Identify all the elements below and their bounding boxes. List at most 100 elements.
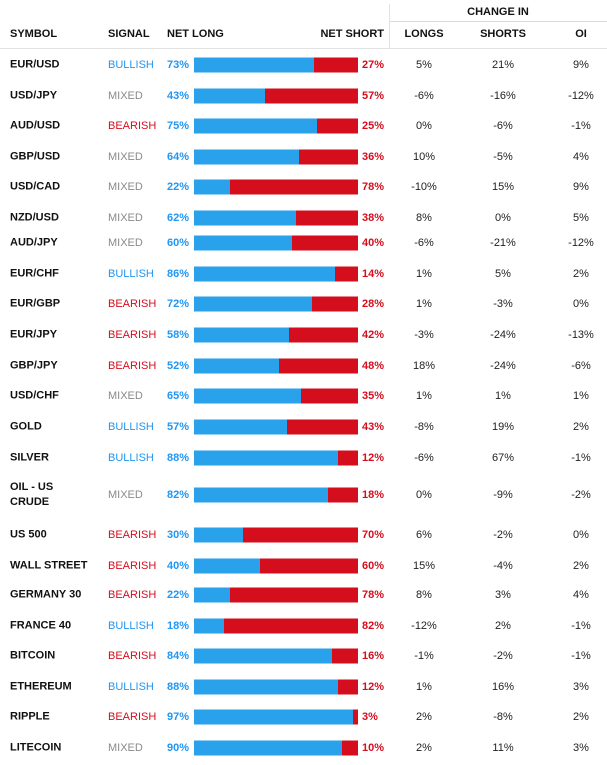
net-short-pct: 78%: [362, 181, 385, 193]
symbol-link[interactable]: GBP/USD: [10, 150, 61, 163]
symbol-link[interactable]: BITCOIN: [10, 649, 56, 662]
signal-label: BULLISH: [108, 268, 154, 280]
header-symbol[interactable]: SYMBOL: [10, 28, 58, 40]
sentiment-bar: [194, 527, 358, 543]
header-oi[interactable]: OI: [575, 28, 587, 40]
table-row[interactable]: USD/JPY MIXED 43% 57% -6% -16% -12%: [0, 81, 607, 111]
sentiment-bar: [194, 57, 358, 73]
symbol-link[interactable]: SILVER: [10, 451, 49, 464]
net-long-fill: [194, 296, 313, 312]
change-shorts: 5%: [495, 268, 511, 280]
net-long-fill: [194, 266, 336, 282]
change-oi: 2%: [573, 268, 589, 280]
table-row[interactable]: SILVER BULLISH 88% 12% -6% 67% -1%: [0, 443, 607, 473]
header-longs[interactable]: LONGS: [404, 28, 444, 40]
symbol-link[interactable]: USD/JPY: [10, 89, 58, 102]
table-row[interactable]: AUD/JPY MIXED 60% 40% -6% -21% -12%: [0, 229, 607, 257]
symbol-link[interactable]: RIPPLE: [10, 710, 50, 723]
table-row[interactable]: NZD/USD MIXED 62% 38% 8% 0% 5%: [0, 204, 607, 232]
header-shorts[interactable]: SHORTS: [480, 28, 526, 40]
signal-label: BEARISH: [108, 329, 157, 341]
symbol-link[interactable]: GBP/JPY: [10, 359, 58, 372]
sentiment-bar: [194, 179, 358, 195]
change-shorts: 1%: [495, 390, 511, 402]
table-row[interactable]: GOLD BULLISH 57% 43% -8% 19% 2%: [0, 412, 607, 442]
table-row[interactable]: GBP/USD MIXED 64% 36% 10% -5% 4%: [0, 142, 607, 172]
net-short-pct: 35%: [362, 390, 385, 402]
table-row[interactable]: EUR/CHF BULLISH 86% 14% 1% 5% 2%: [0, 259, 607, 289]
symbol-link[interactable]: USD/CHF: [10, 389, 59, 402]
net-long-pct: 43%: [167, 90, 190, 102]
change-shorts: 0%: [495, 212, 511, 224]
change-longs: 0%: [416, 489, 432, 501]
change-longs: 1%: [416, 268, 432, 280]
symbol-link[interactable]: EUR/USD: [10, 58, 60, 71]
table-row[interactable]: WALL STREET BEARISH 40% 60% 15% -4% 2%: [0, 552, 607, 580]
table-row[interactable]: USD/CAD MIXED 22% 78% -10% 15% 9%: [0, 172, 607, 202]
symbol-link[interactable]: AUD/USD: [10, 119, 61, 132]
change-longs: -6%: [414, 90, 434, 102]
change-shorts: -9%: [493, 489, 513, 501]
symbol-link[interactable]: GERMANY 30: [10, 588, 82, 601]
symbol-link[interactable]: EUR/JPY: [10, 328, 58, 341]
table-row[interactable]: EUR/USD BULLISH 73% 27% 5% 21% 9%: [0, 50, 607, 80]
table-row[interactable]: RIPPLE BEARISH 97% 3% 2% -8% 2%: [0, 702, 607, 732]
table-row[interactable]: BITCOIN BEARISH 84% 16% -1% -2% -1%: [0, 641, 607, 671]
sentiment-bar: [194, 149, 358, 165]
symbol-link[interactable]: US 500: [10, 528, 47, 541]
header-net-short[interactable]: NET SHORT: [320, 28, 384, 40]
change-oi: 9%: [573, 181, 589, 193]
table-row[interactable]: USD/CHF MIXED 65% 35% 1% 1% 1%: [0, 381, 607, 411]
symbol-link[interactable]: USD/CAD: [10, 180, 61, 193]
net-long-pct: 30%: [167, 529, 190, 541]
net-long-fill: [194, 587, 231, 603]
change-longs: 5%: [416, 59, 432, 71]
symbol-link[interactable]: EUR/CHF: [10, 267, 59, 280]
table-row[interactable]: AUD/USD BEARISH 75% 25% 0% -6% -1%: [0, 111, 607, 141]
table-row[interactable]: EUR/GBP BEARISH 72% 28% 1% -3% 0%: [0, 289, 607, 319]
signal-label: BEARISH: [108, 560, 157, 572]
change-oi: -13%: [568, 329, 594, 341]
sentiment-bar: [194, 450, 358, 466]
change-longs: 1%: [416, 298, 432, 310]
sentiment-bar: [194, 618, 358, 634]
signal-label: BEARISH: [108, 529, 157, 541]
symbol-link[interactable]: FRANCE 40: [10, 619, 72, 632]
table-row[interactable]: OIL - US CRUDE MIXED 82% 18% 0% -9% -2%: [0, 474, 607, 516]
change-longs: 1%: [416, 390, 432, 402]
table-row[interactable]: US 500 BEARISH 30% 70% 6% -2% 0%: [0, 520, 607, 550]
symbol-link[interactable]: GOLD: [10, 420, 42, 433]
net-long-fill: [194, 179, 231, 195]
symbol-link[interactable]: OIL - US CRUDE: [10, 481, 54, 508]
symbol-link[interactable]: EUR/GBP: [10, 297, 61, 310]
net-short-pct: 12%: [362, 452, 385, 464]
net-long-fill: [194, 210, 296, 226]
change-longs: -6%: [414, 237, 434, 249]
table-row[interactable]: FRANCE 40 BULLISH 18% 82% -12% 2% -1%: [0, 611, 607, 641]
net-long-pct: 97%: [167, 711, 190, 723]
table-row[interactable]: GBP/JPY BEARISH 52% 48% 18% -24% -6%: [0, 351, 607, 381]
table-row[interactable]: LITECOIN MIXED 90% 10% 2% 11% 3%: [0, 733, 607, 763]
table-row[interactable]: ETHEREUM BULLISH 88% 12% 1% 16% 3%: [0, 672, 607, 702]
table-row[interactable]: EUR/JPY BEARISH 58% 42% -3% -24% -13%: [0, 320, 607, 350]
table-row[interactable]: GERMANY 30 BEARISH 22% 78% 8% 3% 4%: [0, 581, 607, 609]
net-long-pct: 82%: [167, 489, 190, 501]
symbol-link[interactable]: LITECOIN: [10, 741, 62, 754]
signal-label: BULLISH: [108, 421, 154, 433]
change-longs: -12%: [411, 620, 437, 632]
net-long-pct: 72%: [167, 298, 190, 310]
header-net-long[interactable]: NET LONG: [167, 28, 224, 40]
change-oi: 5%: [573, 212, 589, 224]
header-signal[interactable]: SIGNAL: [108, 28, 150, 40]
symbol-link[interactable]: AUD/JPY: [10, 236, 58, 249]
symbol-link[interactable]: WALL STREET: [10, 559, 88, 572]
symbol-link[interactable]: NZD/USD: [10, 211, 59, 224]
change-shorts: -24%: [490, 360, 516, 372]
change-in-label: CHANGE IN: [467, 6, 529, 18]
change-oi: 4%: [573, 589, 589, 601]
net-long-pct: 75%: [167, 120, 190, 132]
net-short-pct: 10%: [362, 742, 385, 754]
change-longs: 2%: [416, 742, 432, 754]
symbol-link[interactable]: ETHEREUM: [10, 680, 72, 693]
change-in-group-header: CHANGE IN: [389, 4, 607, 22]
